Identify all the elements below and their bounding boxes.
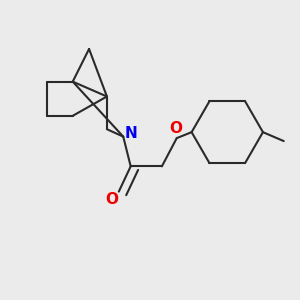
Text: O: O [169, 121, 182, 136]
Text: N: N [124, 126, 137, 141]
Text: O: O [105, 191, 118, 206]
